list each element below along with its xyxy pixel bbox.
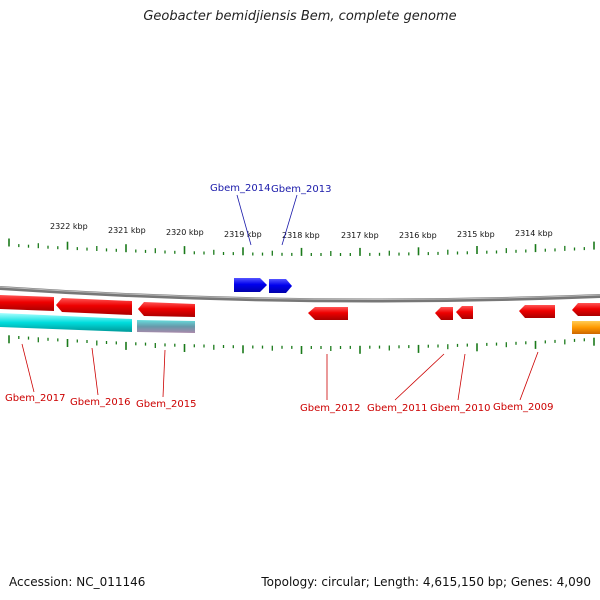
kbp-label-2317: 2317 kbp bbox=[341, 231, 379, 240]
gene-label-gbem-2013[interactable]: Gbem_2013 bbox=[271, 184, 331, 195]
gene-labels: Gbem_2014 Gbem_2013 Gbem_2017 Gbem_2016 … bbox=[5, 183, 553, 414]
leader-gbem-2009 bbox=[519, 351, 539, 401]
inner-tick-ring bbox=[8, 335, 595, 354]
gene-label-gbem-2015[interactable]: Gbem_2015 bbox=[136, 399, 196, 410]
leader-gbem-2014 bbox=[236, 194, 252, 246]
kbp-label-2319: 2319 kbp bbox=[224, 230, 262, 239]
gene-gbem-2012-arrow[interactable] bbox=[308, 307, 348, 320]
gene-label-gbem-2011[interactable]: Gbem_2011 bbox=[367, 403, 427, 414]
kbp-label-2321: 2321 kbp bbox=[108, 226, 146, 235]
orange-feature[interactable] bbox=[572, 321, 600, 334]
leader-gbem-2015 bbox=[162, 349, 166, 398]
genome-backbone bbox=[0, 286, 600, 303]
kbp-label-2315: 2315 kbp bbox=[457, 230, 495, 239]
kbp-label-2316: 2316 kbp bbox=[399, 231, 437, 240]
leader-gbem-2013 bbox=[281, 194, 298, 246]
summary-text: Topology: circular; Length: 4,615,150 bp… bbox=[261, 575, 591, 589]
kbp-label-2322: 2322 kbp bbox=[50, 222, 88, 231]
gene-gbem-2015-arrow[interactable] bbox=[138, 302, 195, 317]
mixed-feature[interactable] bbox=[137, 320, 195, 333]
reverse-genes bbox=[0, 295, 600, 320]
leader-gbem-2011 bbox=[394, 353, 445, 401]
kbp-label-2314: 2314 kbp bbox=[515, 229, 553, 238]
leader-gbem-2017 bbox=[21, 343, 35, 393]
accession-text: Accession: NC_011146 bbox=[9, 575, 146, 589]
leader-gbem-2016 bbox=[91, 347, 99, 396]
gene-label-gbem-2009[interactable]: Gbem_2009 bbox=[493, 402, 553, 413]
kbp-label-2318: 2318 kbp bbox=[282, 231, 320, 240]
gene-gbem-2014-arrow[interactable] bbox=[234, 278, 267, 292]
gene-gbem-2009-arrow[interactable] bbox=[519, 305, 555, 318]
gene-label-gbem-2017[interactable]: Gbem_2017 bbox=[5, 393, 65, 404]
outer-tick-ring bbox=[8, 238, 595, 256]
other-features bbox=[0, 313, 600, 334]
gene-gbem-2011-arrow[interactable] bbox=[435, 307, 453, 320]
cyan-feature[interactable] bbox=[0, 313, 132, 332]
gene-gbem-2016-arrow[interactable] bbox=[56, 298, 132, 315]
gene-gbem-2013-arrow[interactable] bbox=[269, 279, 292, 293]
gene-gbem-2010-arrow[interactable] bbox=[456, 306, 473, 319]
gene-label-gbem-2010[interactable]: Gbem_2010 bbox=[430, 403, 490, 414]
genome-title: Geobacter bemidjiensis Bem, complete gen… bbox=[143, 9, 457, 24]
kbp-label-2320: 2320 kbp bbox=[166, 228, 204, 237]
gene-label-gbem-2016[interactable]: Gbem_2016 bbox=[70, 397, 130, 408]
gene-label-gbem-2014[interactable]: Gbem_2014 bbox=[210, 183, 270, 194]
gene-gbem-2017-arrow[interactable] bbox=[0, 295, 54, 311]
forward-genes bbox=[234, 278, 292, 293]
kbp-labels: 2322 kbp 2321 kbp 2320 kbp 2319 kbp 2318… bbox=[50, 222, 553, 240]
gene-partial-right-arrow[interactable] bbox=[572, 303, 600, 316]
gene-label-gbem-2012[interactable]: Gbem_2012 bbox=[300, 403, 360, 414]
leader-lines bbox=[21, 194, 539, 401]
leader-gbem-2010 bbox=[457, 353, 466, 401]
